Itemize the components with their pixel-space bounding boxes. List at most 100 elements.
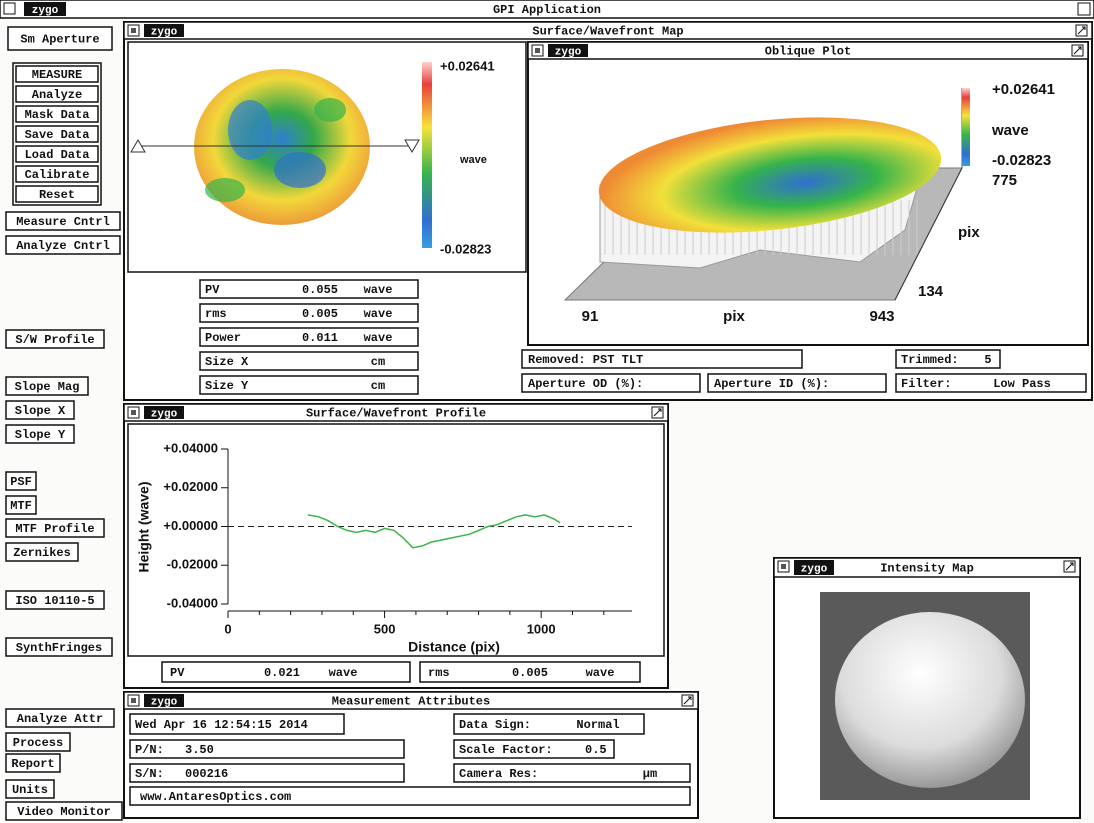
sidebar-button[interactable] [5,590,105,610]
result-name: rms [205,307,227,321]
button-label: Save Data [25,128,90,142]
timestamp-field [129,713,345,735]
button-label: PSF [10,475,32,489]
resize-mark [683,696,692,705]
sidebar-button[interactable] [5,518,105,538]
pn-value: 3.50 [185,743,214,757]
trimmed-field [895,349,1001,369]
x-tick-label: 500 [374,621,396,636]
filter-label: Filter: [901,377,951,391]
result-field [199,303,419,323]
resize-mark [1077,26,1086,35]
sidebar-button[interactable] [5,424,75,444]
result-unit: cm [371,379,385,393]
button-label: MTF Profile [15,522,94,536]
sidebar-button[interactable] [5,235,121,255]
removed-field [521,349,803,369]
scale-max: +0.02641 [992,81,1055,98]
axis-label: pix [958,224,980,241]
y-tick-label: +0.04000 [163,440,218,455]
close-box[interactable] [3,2,16,15]
button-label: Analyze [32,88,82,102]
sidebar-button[interactable] [15,165,99,183]
pn-field [129,739,405,759]
scale-factor-value: 0.5 [585,743,607,757]
result-field [199,327,419,347]
rms-unit: wave [586,666,615,680]
color-scale [422,62,432,248]
resize-mark [1073,46,1082,55]
scale-unit: wave [459,154,487,166]
sn-field [129,763,405,783]
oblique-surface [598,117,942,233]
sidebar-button[interactable] [5,329,105,349]
sidebar-button[interactable] [5,708,115,728]
sidebar-button[interactable] [15,185,99,203]
website-field [129,786,691,806]
sidebar-button[interactable] [15,105,99,123]
y-tick-label: -0.04000 [167,595,218,610]
logo-badge [794,560,834,575]
aperture-od-field [521,373,701,393]
window-title: Surface/Wavefront Profile [306,407,486,421]
sidebar-button[interactable] [5,471,37,491]
logo: zygo [555,46,582,58]
close-mark [131,28,136,33]
app-title: GPI Application [493,3,601,17]
sidebar-button[interactable] [15,65,99,83]
result-unit: wave [364,331,393,345]
x-axis-label: Distance (pix) [408,639,500,655]
axis-right: 943 [869,308,894,325]
y-tick-label: +0.00000 [163,518,218,533]
axis-top: 775 [992,172,1017,189]
map-blob [205,178,245,202]
sidebar-button[interactable] [5,495,37,515]
button-label: Measure Cntrl [16,215,110,229]
scale-min: -0.02823 [440,241,491,256]
intensity-spot [835,612,1025,788]
sidebar-button[interactable] [5,732,71,752]
axis [894,167,963,301]
intensity-window-titlebar [773,557,1081,578]
result-unit: cm [371,355,385,369]
scale-max: +0.02641 [440,58,495,73]
sidebar-button[interactable] [5,376,89,396]
cut-marker [404,139,420,153]
x-tick-label: 1000 [527,621,556,636]
axis-label: pix [723,308,745,325]
data-sign-value: Normal [576,718,619,732]
button-label: MTF [10,499,32,513]
sidebar-button[interactable] [5,779,55,799]
profile-line [307,514,561,549]
logo: zygo [801,563,828,575]
sidebar-button[interactable] [5,211,121,231]
pv-field [161,661,411,683]
sidebar-button[interactable] [5,400,75,420]
sidebar-button[interactable] [7,26,113,51]
removed: Removed: PST TLT [528,353,643,367]
close-mark [781,564,786,569]
resize-box[interactable] [1077,2,1091,16]
window-title: Intensity Map [880,562,974,576]
sn-value: 000216 [185,767,228,781]
button-label: Load Data [25,148,90,162]
result-name: PV [205,283,220,297]
sidebar-button[interactable] [5,637,113,657]
button-label: Slope Y [15,428,66,442]
profile-window-titlebar [123,403,669,422]
sidebar-button[interactable] [15,145,99,163]
sidebar-button[interactable] [5,542,79,562]
profile-pane [127,423,665,657]
sidebar-button[interactable] [5,801,123,821]
button-label: ISO 10110-5 [15,594,94,608]
button-label: Slope Mag [15,380,80,394]
sidebar-button[interactable] [15,85,99,103]
color-scale [962,88,970,166]
result-unit: wave [364,307,393,321]
sidebar-button[interactable] [15,125,99,143]
sidebar-button[interactable] [5,753,61,773]
pv-value: 0.021 [264,666,300,680]
pn-label: P/N: [135,743,164,757]
